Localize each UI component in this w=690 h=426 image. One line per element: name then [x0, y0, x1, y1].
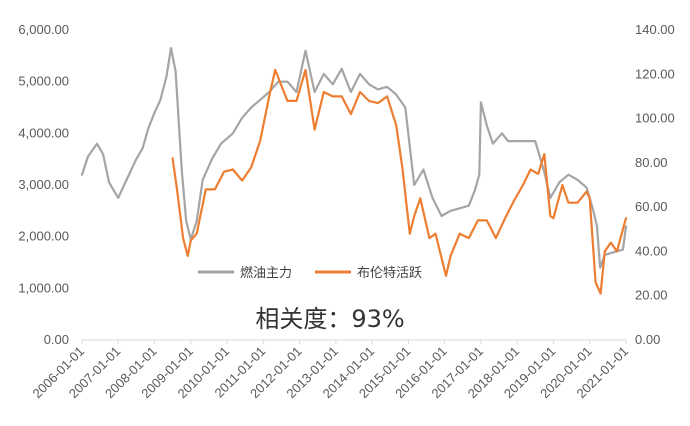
y-right-tick-label: 60.00: [635, 199, 668, 214]
legend: 燃油主力 布伦特活跃: [198, 265, 422, 281]
legend-label-fuel: 燃油主力: [240, 265, 292, 281]
y-left-tick-label: 6,000.00: [18, 22, 69, 37]
legend-label-brent: 布伦特活跃: [357, 266, 422, 281]
brent-series-line: [171, 68, 628, 295]
y-left-tick-label: 4,000.00: [18, 125, 69, 140]
y-right-tick-label: 120.00: [635, 66, 675, 81]
correlation-annotation: 相关度：93%: [255, 305, 404, 333]
fuel-oil-series-line: [80, 46, 628, 269]
left-axis: 0.00 1,000.00 2,000.00 3,000.00 4,000.00 5,00…: [18, 22, 69, 347]
plot-area: [80, 46, 628, 295]
y-left-tick-label: 0.00: [44, 332, 69, 347]
y-right-tick-label: 140.00: [635, 22, 675, 37]
y-right-tick-label: 40.00: [635, 243, 668, 258]
y-right-tick-label: 100.00: [635, 111, 675, 126]
y-right-tick-label: 0.00: [635, 332, 660, 347]
y-right-tick-label: 80.00: [635, 155, 668, 170]
y-right-tick-label: 20.00: [635, 288, 668, 303]
y-left-tick-label: 2,000.00: [18, 229, 69, 244]
y-left-tick-label: 3,000.00: [18, 177, 69, 192]
y-left-tick-label: 1,000.00: [18, 280, 69, 295]
y-left-tick-label: 5,000.00: [18, 74, 69, 89]
right-axis: 0.00 20.00 40.00 60.00 80.00 100.00 120.00 140.…: [635, 22, 675, 347]
x-axis: 2006-01-012007-01-012008-01-012009-01-01…: [29, 340, 631, 401]
